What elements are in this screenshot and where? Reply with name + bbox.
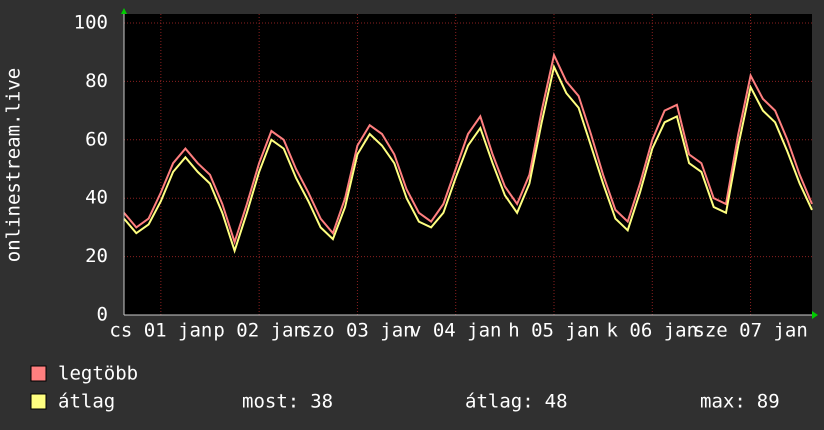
x-tick-label: k 06 jan [607,320,699,342]
y-tick-label: 40 [85,187,108,209]
y-tick-label: 0 [97,304,108,326]
plot-area [124,14,812,315]
x-tick-label: p 02 jan [213,320,305,342]
legend-label: legtöbb [58,363,138,385]
x-tick-label: v 04 jan [410,320,502,342]
stat-label: max: [700,391,746,413]
stat-value: 89 [757,391,780,413]
x-arrow [812,311,818,319]
y-axis-label: onlinestream.live [3,68,25,262]
x-tick-label: cs 01 jan [109,320,212,342]
x-tick-label: szo 03 jan [300,320,414,342]
series-line [123,52,813,246]
stat-value: 38 [310,391,333,413]
stat-value: 48 [545,391,568,413]
y-tick-label: 80 [85,70,108,92]
legend: legtöbb átlag most: 38 átlag: 48 max: 89 [30,363,780,413]
lines [123,52,813,255]
x-tick-label: sze 07 jan [693,320,807,342]
legend-swatch [30,365,47,382]
y-tick-label: 60 [85,128,108,150]
stat-label: átlag: [465,391,534,413]
stat-label: most: [242,391,299,413]
y-tick-label: 20 [85,245,108,267]
x-tick-label: h 05 jan [508,320,600,342]
legend-swatch [30,393,47,410]
y-tick-label: 100 [74,12,108,34]
y-arrow [121,8,127,14]
legend-label: átlag [58,391,115,413]
series-line [123,63,813,255]
